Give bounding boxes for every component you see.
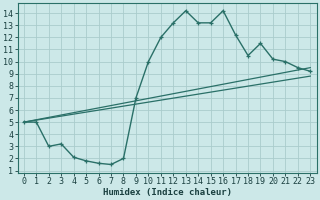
X-axis label: Humidex (Indice chaleur): Humidex (Indice chaleur) bbox=[103, 188, 232, 197]
